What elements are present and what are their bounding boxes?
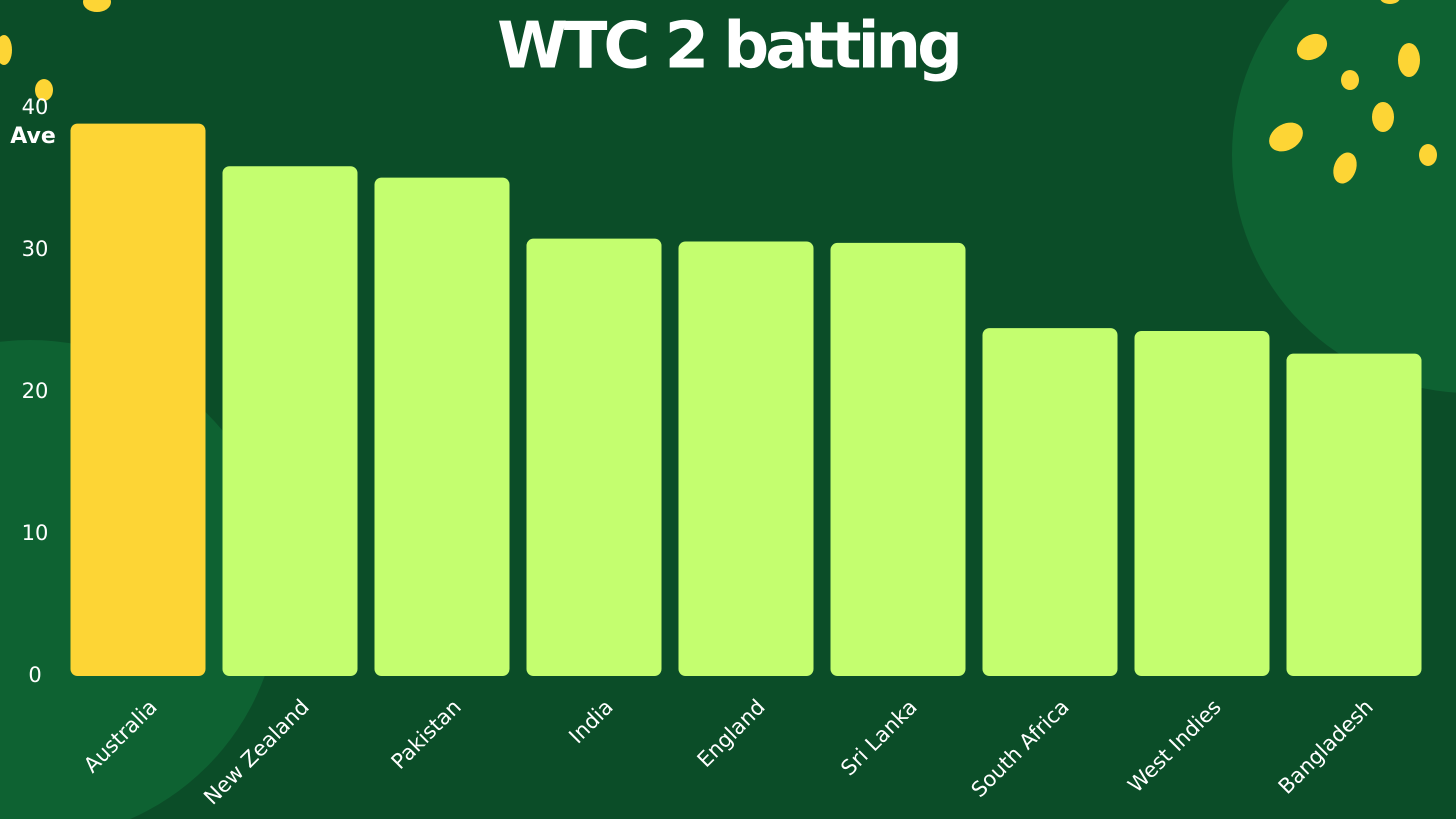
y-tick-label: 40 bbox=[22, 95, 49, 119]
decor-circle bbox=[1232, 0, 1456, 393]
y-tick-label: 20 bbox=[22, 379, 49, 403]
chart-title: WTC 2 batting bbox=[497, 10, 959, 84]
bar bbox=[1286, 353, 1422, 676]
y-tick-label: 10 bbox=[22, 521, 49, 545]
bar bbox=[830, 242, 966, 676]
y-tick-label: 30 bbox=[22, 237, 49, 261]
bar bbox=[222, 166, 358, 676]
bar bbox=[70, 123, 206, 677]
bar bbox=[526, 238, 662, 676]
bar bbox=[982, 328, 1118, 676]
bar bbox=[1134, 330, 1270, 676]
bar bbox=[374, 177, 510, 676]
decor-dots bbox=[0, 0, 1437, 184]
y-tick-label: 0 bbox=[28, 663, 41, 687]
bar bbox=[678, 241, 814, 677]
y-axis-label: Ave bbox=[10, 124, 56, 149]
